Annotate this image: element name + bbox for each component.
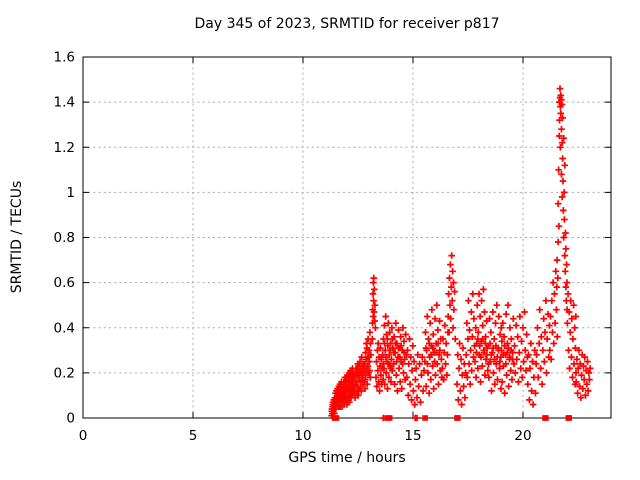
data-points	[328, 85, 594, 422]
axis-tick-labels: 0 5 10 15 20 0 0.2 0.4 0.6 0.8 1 1.2 1.4 1.6	[54, 50, 532, 445]
x-tick-label: 0	[79, 428, 88, 444]
zero-value-marker	[333, 415, 340, 421]
x-tick-label: 15	[404, 428, 421, 444]
chart-title: Day 345 of 2023, SRMTID for receiver p81…	[194, 16, 500, 32]
y-tick-label: 0.2	[54, 365, 75, 381]
zero-value-marker	[566, 415, 572, 421]
x-tick-label: 20	[514, 428, 531, 444]
zero-value-marker	[422, 415, 428, 421]
y-tick-label: 0	[66, 411, 75, 427]
data-point-marker	[328, 85, 594, 422]
axis-ticks	[82, 56, 611, 419]
y-tick-label: 1.4	[54, 95, 75, 111]
y-tick-label: 0.4	[54, 320, 75, 336]
y-tick-label: 1	[66, 185, 75, 201]
x-tick-label: 10	[294, 428, 311, 444]
zero-value-marker	[543, 415, 549, 421]
zero-value-marker	[455, 415, 461, 421]
y-tick-label: 1.6	[54, 50, 75, 66]
x-axis-label: GPS time / hours	[288, 450, 406, 466]
zero-value-marker	[386, 415, 393, 421]
y-tick-label: 0.8	[54, 230, 75, 246]
y-tick-label: 0.6	[54, 275, 75, 291]
x-tick-label: 5	[189, 428, 198, 444]
y-tick-label: 1.2	[54, 140, 75, 156]
